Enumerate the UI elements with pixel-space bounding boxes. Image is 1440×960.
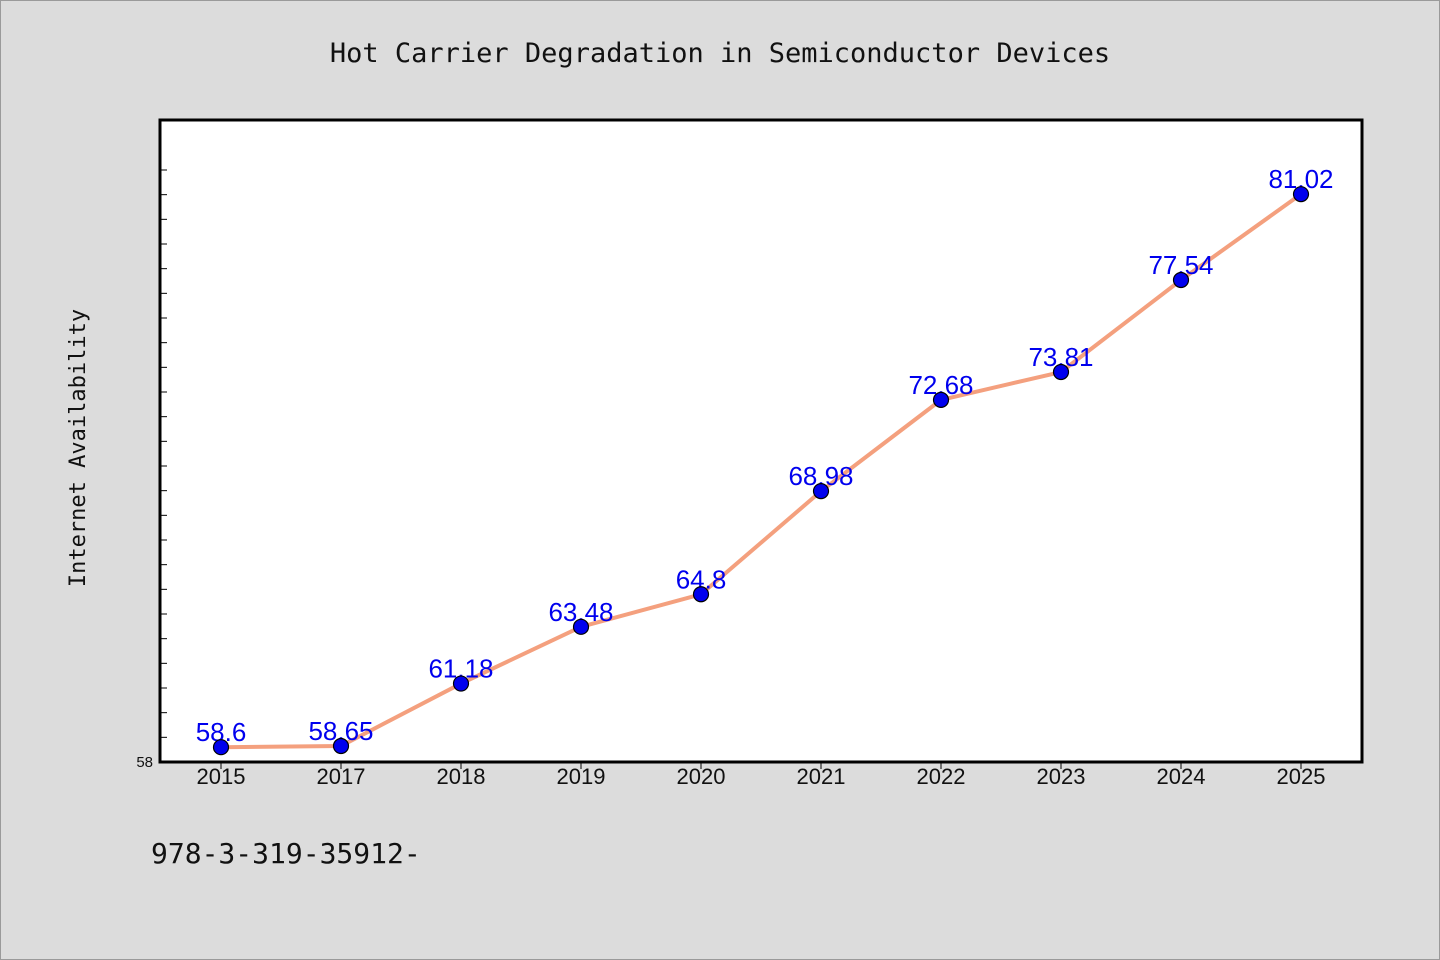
x-tick-label: 2023 — [1037, 764, 1086, 789]
data-point — [1292, 186, 1310, 203]
series-layer: 58.6 58.6561.1863.4864.868.9872.6873.8177… — [196, 164, 1334, 756]
x-tick-label: 2019 — [557, 764, 606, 789]
x-tick-label: 2017 — [317, 764, 366, 789]
footer-text: 978-3-319-35912- — [151, 837, 421, 870]
data-point — [1052, 363, 1070, 381]
x-tick-label: 2025 — [1277, 764, 1326, 789]
y-axis-label: Internet Availability — [66, 309, 91, 587]
plot-area — [158, 118, 1364, 764]
y-tick-label: 58 — [136, 754, 153, 771]
x-tick-label: 2015 — [197, 764, 246, 789]
x-tick-label: 2022 — [917, 764, 966, 789]
data-point — [932, 391, 950, 408]
data-point — [692, 586, 710, 603]
y-axis-ticks — [160, 169, 167, 763]
data-point — [452, 675, 470, 692]
x-tick-label: 2021 — [797, 764, 846, 789]
x-tick-label: 2024 — [1157, 764, 1206, 789]
data-point — [572, 618, 590, 635]
data-point — [812, 483, 830, 500]
x-axis-ticks: 2015 2017 2018 2019 2020 2021 2022 2023 2024 2025 — [197, 762, 1326, 789]
chart-title: Hot Carrier Degradation in Semiconductor… — [330, 38, 1110, 69]
x-tick-label: 2020 — [677, 764, 726, 789]
data-point — [1172, 271, 1190, 289]
x-tick-label: 2018 — [437, 764, 486, 789]
data-point — [332, 737, 350, 755]
series-line — [219, 192, 1303, 750]
data-point — [212, 739, 230, 756]
